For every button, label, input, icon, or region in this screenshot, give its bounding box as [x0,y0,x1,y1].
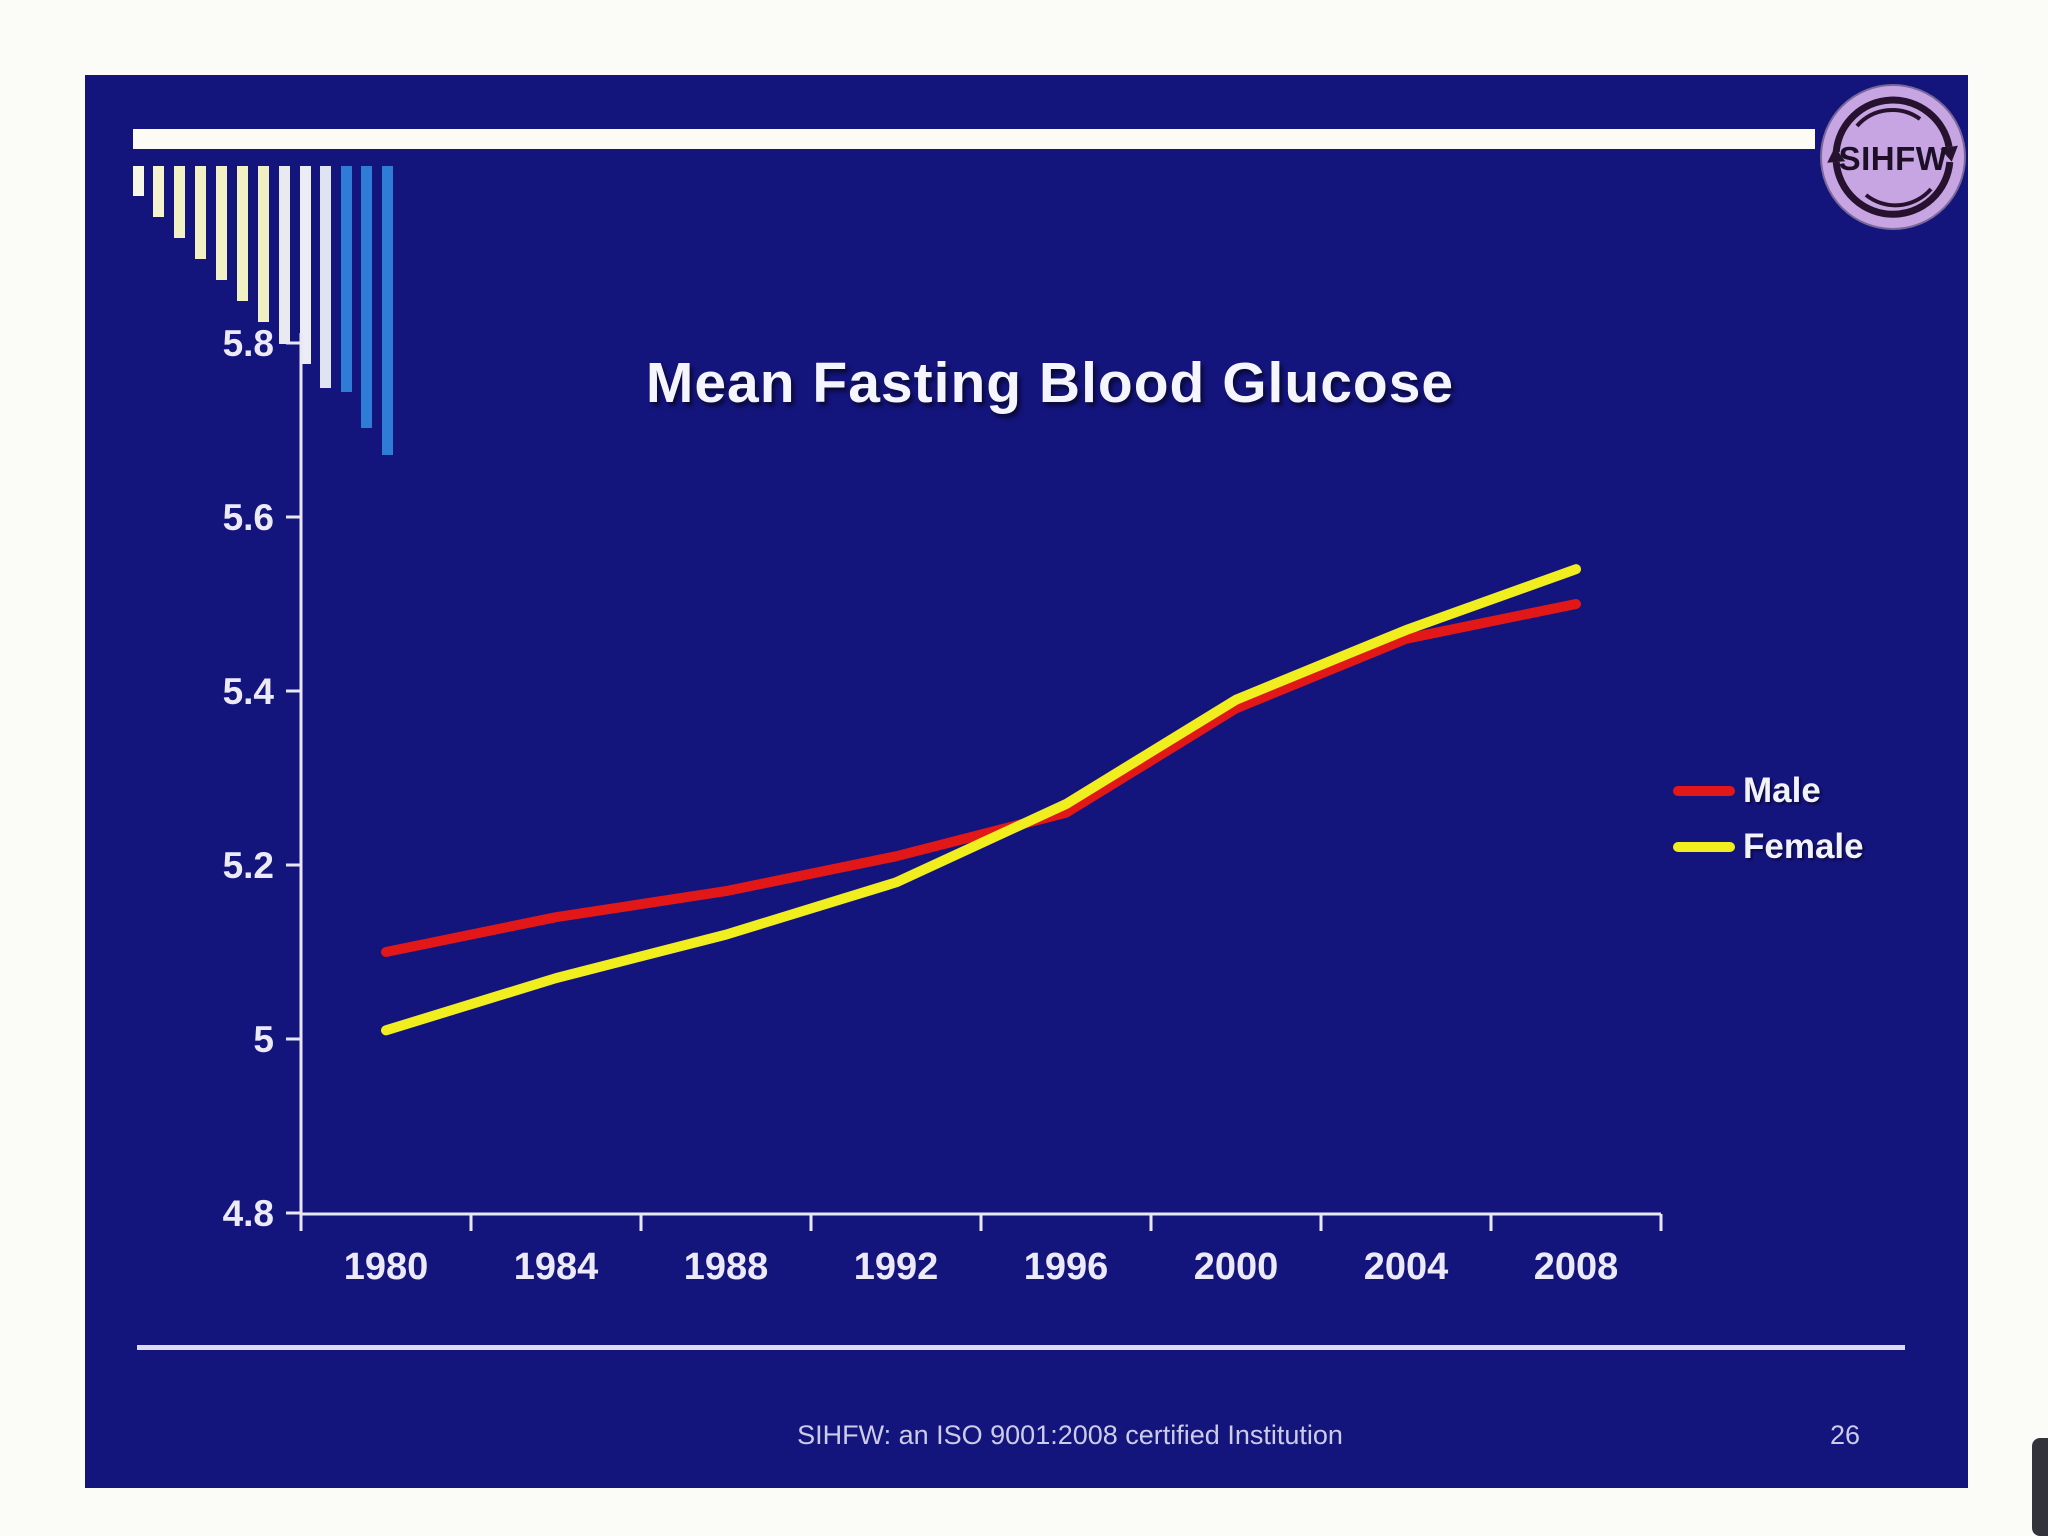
series-line-female [381,564,1581,1036]
decor-bar [341,166,352,392]
footer-divider [137,1345,1905,1350]
x-tick-label: 1988 [684,1246,769,1288]
logo-text: SIHFW [1839,140,1948,177]
logo-arrow-bottom-arc [1832,161,1954,218]
series-line-male [381,599,1581,957]
male-line-swatch [1673,786,1735,796]
x-tick-label: 1996 [1024,1246,1109,1288]
female-line-swatch [1673,842,1735,852]
y-tick-label: 5.2 [223,845,274,886]
top-accent-bar [133,129,1815,149]
sihfw-logo: SIHFW [1820,84,1966,230]
x-tick-label: 1980 [344,1246,429,1288]
scrollbar-thumb[interactable] [2032,1438,2048,1536]
footer-text: SIHFW: an ISO 9001:2008 certified Instit… [797,1420,1343,1450]
decor-bar [195,166,206,259]
y-tick-label: 5.4 [223,671,275,712]
chart-legend: Male Female [1673,763,1864,875]
x-tick-label: 2004 [1364,1246,1449,1288]
legend-item-male: Male [1673,763,1864,819]
logo-arrowhead-right [1940,145,1958,162]
decor-bar [153,166,164,217]
logo-arrowhead-left [1827,147,1846,163]
x-tick-label: 1992 [854,1246,939,1288]
decor-bar [300,166,311,364]
decor-bar [133,166,144,196]
y-tick-label: 5.6 [223,497,274,538]
decor-bar [382,166,393,455]
logo-arrow-top-inner-arc [1855,108,1922,128]
x-tick-label: 2008 [1534,1246,1619,1288]
y-tick-label: 5.8 [223,323,274,364]
y-tick-label: 5 [253,1019,274,1060]
page-title: Mean Fasting Blood Glucose [645,351,1455,415]
decor-bar [258,166,269,322]
decor-bar [279,166,290,344]
decor-bar [320,166,331,388]
legend-label-female: Female [1743,827,1864,866]
slide-background: Mean Fasting Blood Glucose Male Female S… [85,75,1968,1488]
decor-bar [174,166,185,238]
decor-bar [361,166,372,428]
legend-label-male: Male [1743,771,1821,810]
legend-item-female: Female [1673,819,1864,875]
decor-bar [237,166,248,301]
logo-arrow-bottom-inner-arc [1864,187,1933,208]
y-tick-label: 4.8 [223,1193,274,1234]
logo-arrow-top-arc [1832,96,1953,153]
x-tick-label: 2000 [1194,1246,1279,1288]
decor-bar [216,166,227,280]
x-tick-label: 1984 [514,1246,599,1288]
page-number: 26 [1829,1420,1861,1450]
